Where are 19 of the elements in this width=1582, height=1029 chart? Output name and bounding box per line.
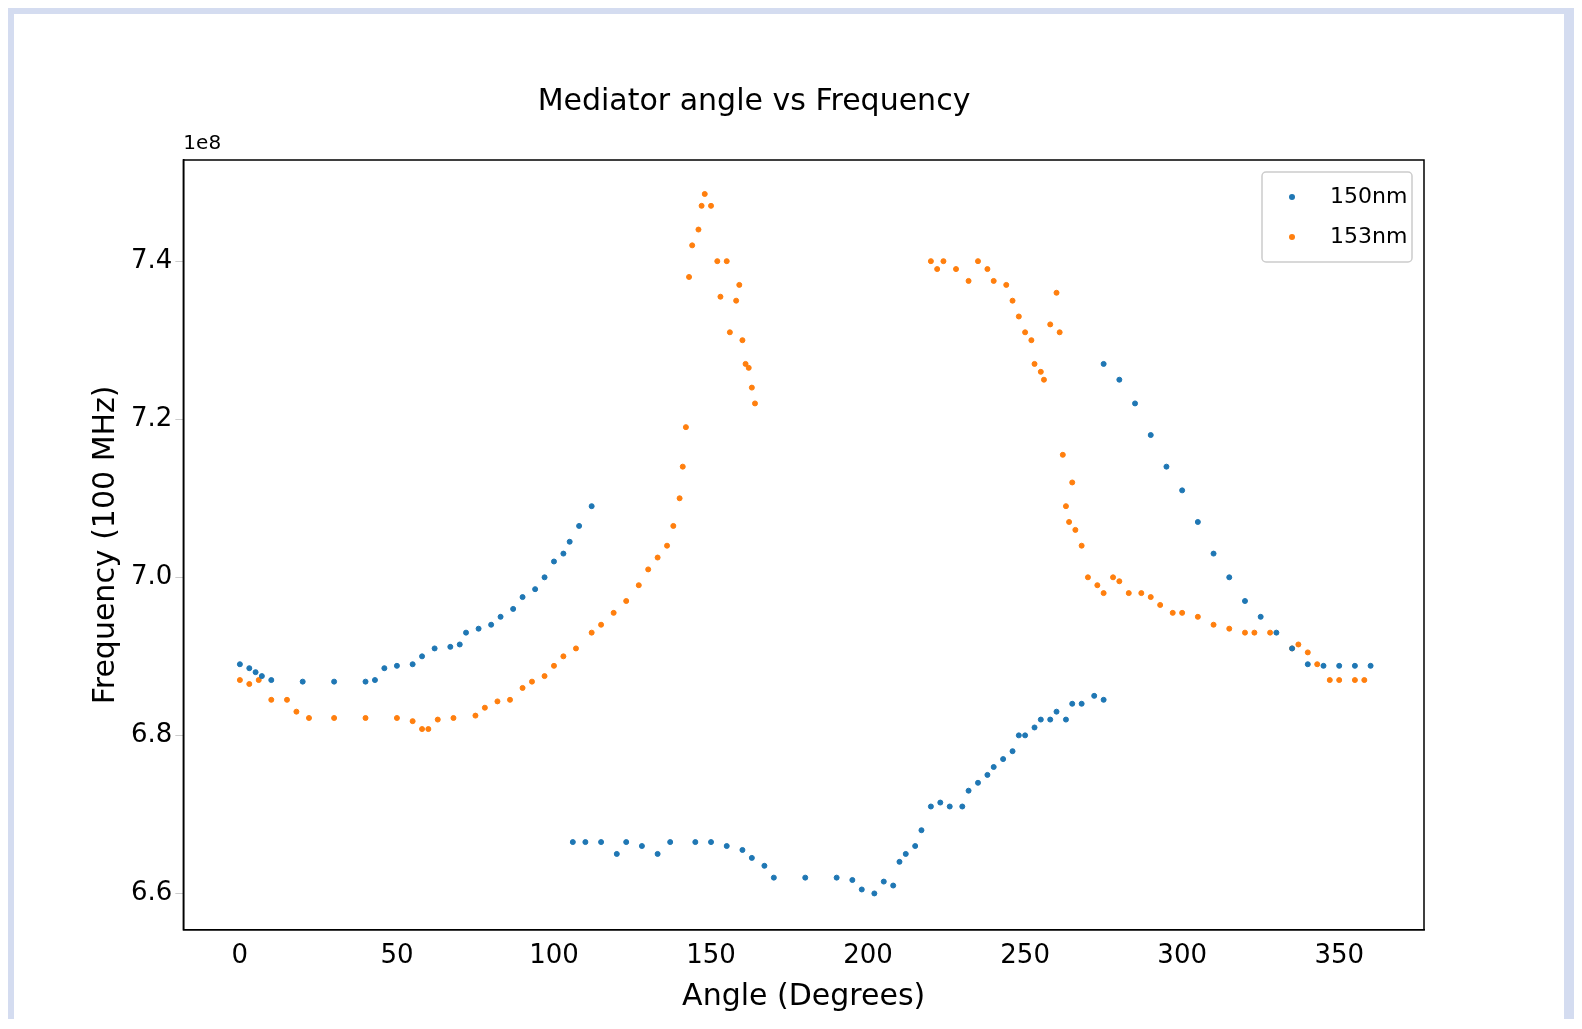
x-tick-label: 350 [1314,939,1365,970]
y-tick-label: 7.4 [130,243,173,274]
x-tick-label: 150 [686,939,736,970]
text: 1e8 [183,130,222,155]
x-tick-label: 200 [843,939,893,970]
y-tick-label: 7.2 [130,401,173,432]
x-tick-label: 50 [380,939,414,970]
y-axis-title: Frequency (100 MHz) [85,385,121,705]
legend-label: 153nm [1330,222,1408,248]
y-tick-label: 7.0 [130,560,173,591]
legend-label: 150nm [1330,182,1408,208]
y-tick-label: 6.8 [130,718,173,749]
x-tick-label: 300 [1157,939,1207,970]
chart-title: Mediator angle vs Frequency [537,81,971,117]
x-tick-label: 250 [1000,939,1050,970]
x-axis-title: Angle (Degrees) [682,976,926,1012]
x-tick-label: 100 [529,939,579,970]
y-tick-label: 6.6 [130,876,173,907]
x-tick-label: 0 [231,939,249,970]
